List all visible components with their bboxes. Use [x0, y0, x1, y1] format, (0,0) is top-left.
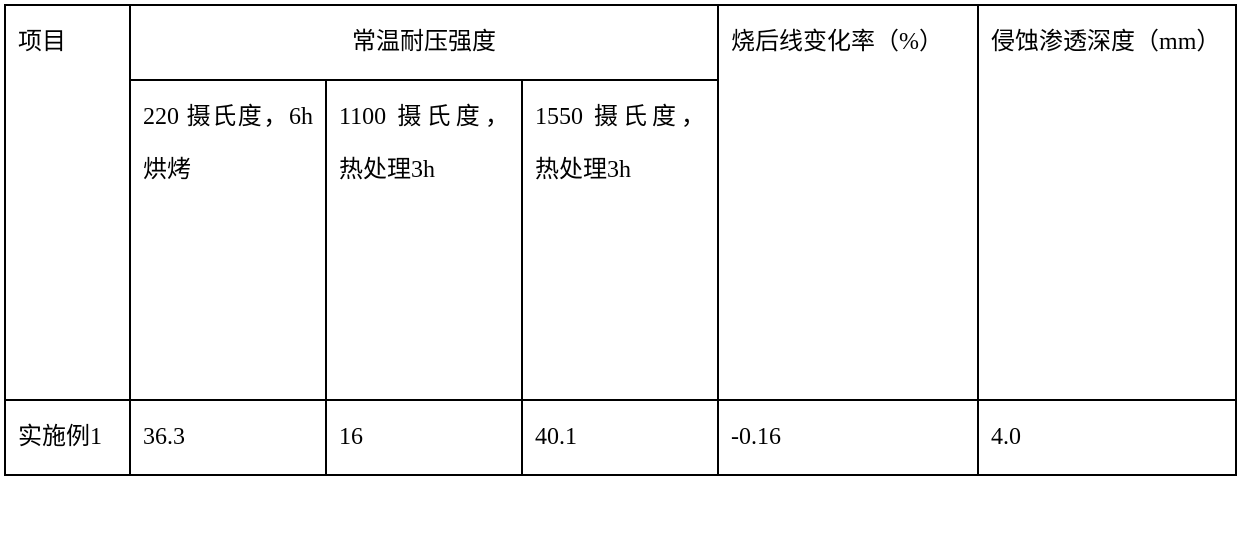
subheader-1550: 1550 摄氏度，热处理3h	[522, 80, 718, 400]
header-strength-group: 常温耐压强度	[130, 5, 718, 80]
subheader-220: 220 摄氏度，6h 烘烤	[130, 80, 326, 400]
cell-val-220: 36.3	[130, 400, 326, 475]
header-penetration-depth: 侵蚀渗透深度（mm）	[978, 5, 1236, 400]
row-label: 实施例1	[5, 400, 130, 475]
header-line-change-rate: 烧后线变化率（%）	[718, 5, 978, 400]
cell-line-change-rate: -0.16	[718, 400, 978, 475]
header-row-1: 项目 常温耐压强度 烧后线变化率（%） 侵蚀渗透深度（mm）	[5, 5, 1236, 80]
cell-val-1100: 16	[326, 400, 522, 475]
subheader-1100: 1100 摄氏度，热处理3h	[326, 80, 522, 400]
cell-penetration-depth: 4.0	[978, 400, 1236, 475]
cell-val-1550: 40.1	[522, 400, 718, 475]
materials-test-table: 项目 常温耐压强度 烧后线变化率（%） 侵蚀渗透深度（mm） 220 摄氏度，6…	[4, 4, 1237, 476]
header-item: 项目	[5, 5, 130, 400]
table-row: 实施例1 36.3 16 40.1 -0.16 4.0	[5, 400, 1236, 475]
